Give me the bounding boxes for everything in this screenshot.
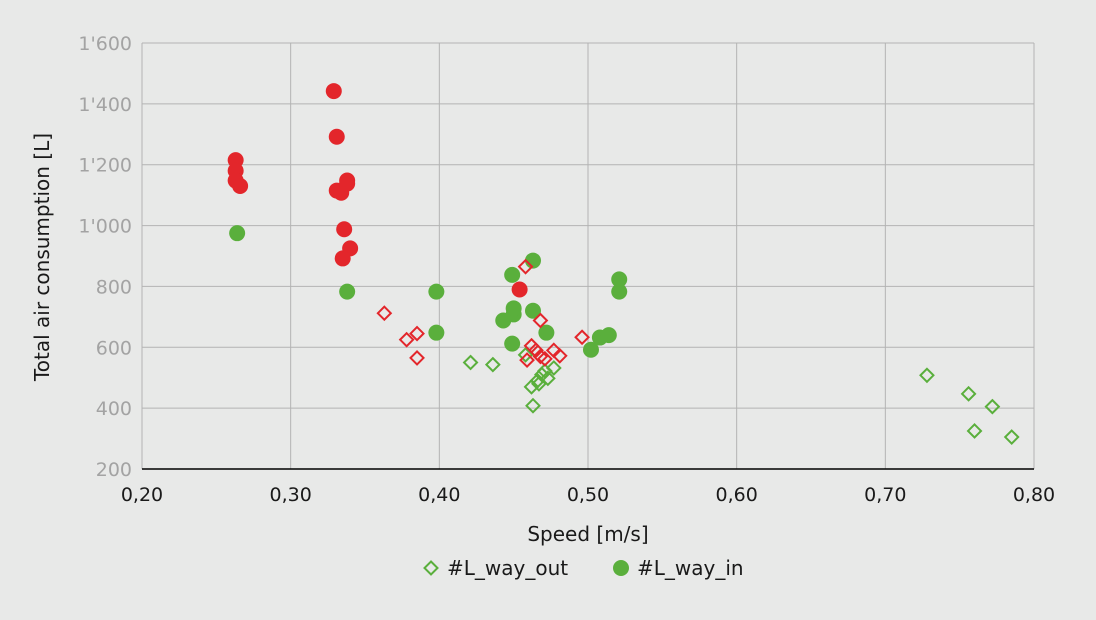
legend-item-1: #L_way_in [613,556,744,580]
data-point [398,331,415,348]
data-point [325,83,342,100]
y-tick-label: 1'400 [78,94,132,116]
legend-label: #L_way_in [637,556,744,580]
legend-item-0: #L_way_out [423,556,568,580]
data-point [336,221,353,238]
data-point [339,283,356,300]
series-3-points [227,83,528,298]
data-point [409,350,425,366]
x-tick-labels: 0,20 0,30 0,40 0,50 0,60 0,70 0,80 [121,484,1055,506]
data-point [528,342,544,359]
y-tick-label: 1'600 [78,33,132,55]
data-point [505,300,522,317]
y-tick-label: 400 [96,398,132,420]
x-tick-label: 0,20 [121,484,163,506]
data-point [517,346,534,363]
y-tick-label: 200 [96,459,132,481]
data-point [919,367,935,384]
y-tick-label: 600 [96,337,132,359]
data-point [524,252,541,269]
data-point [376,305,393,322]
data-point [539,370,556,387]
x-tick-label: 0,80 [1013,484,1055,506]
data-point [532,312,549,329]
legend-label: #L_way_out [447,556,568,580]
data-point [984,398,1001,415]
data-point [484,356,501,373]
series-1-points [229,225,628,358]
y-tick-label: 800 [96,276,132,298]
data-point [328,128,345,145]
data-point [525,397,541,414]
data-point [536,350,553,367]
data-point [428,324,445,341]
series-0-points [462,346,1020,445]
data-point [428,283,445,300]
data-point [334,250,351,267]
data-point [532,348,549,365]
x-tick-label: 0,30 [270,484,312,506]
data-point [519,352,535,368]
x-tick-label: 0,50 [567,484,609,506]
data-point [538,324,555,341]
data-point [1003,429,1020,445]
data-point [462,354,479,371]
data-point [339,175,356,192]
data-point [611,283,628,300]
data-point [517,258,534,275]
data-point [229,225,246,242]
x-tick-label: 0,70 [864,484,906,506]
data-point [545,360,562,376]
data-point [611,271,628,288]
data-point [600,327,617,344]
x-tick-label: 0,40 [418,484,460,506]
legend: #L_way_out #L_way_in [423,556,744,580]
legend-marker [423,560,439,576]
data-point [960,385,977,402]
data-point [582,341,599,358]
y-tick-labels: 200 400 600 800 1'000 1'200 1'400 1'600 [78,33,132,481]
data-point [511,281,528,298]
series-2-points [376,258,590,368]
legend-marker [613,560,629,576]
data-points [227,83,1020,445]
data-point [574,329,590,346]
y-axis-label: Total air consumption [L] [30,133,54,382]
y-tick-label: 1'000 [78,216,132,238]
data-point [409,325,425,342]
x-tick-label: 0,60 [716,484,758,506]
data-point [232,178,249,195]
data-point [551,347,568,364]
x-axis-label: Speed [m/s] [527,522,648,546]
data-point [524,302,541,319]
y-tick-label: 1'200 [78,155,132,177]
grid-lines [141,42,1035,469]
data-point [504,266,521,283]
data-point [966,423,983,439]
data-point [504,335,521,352]
